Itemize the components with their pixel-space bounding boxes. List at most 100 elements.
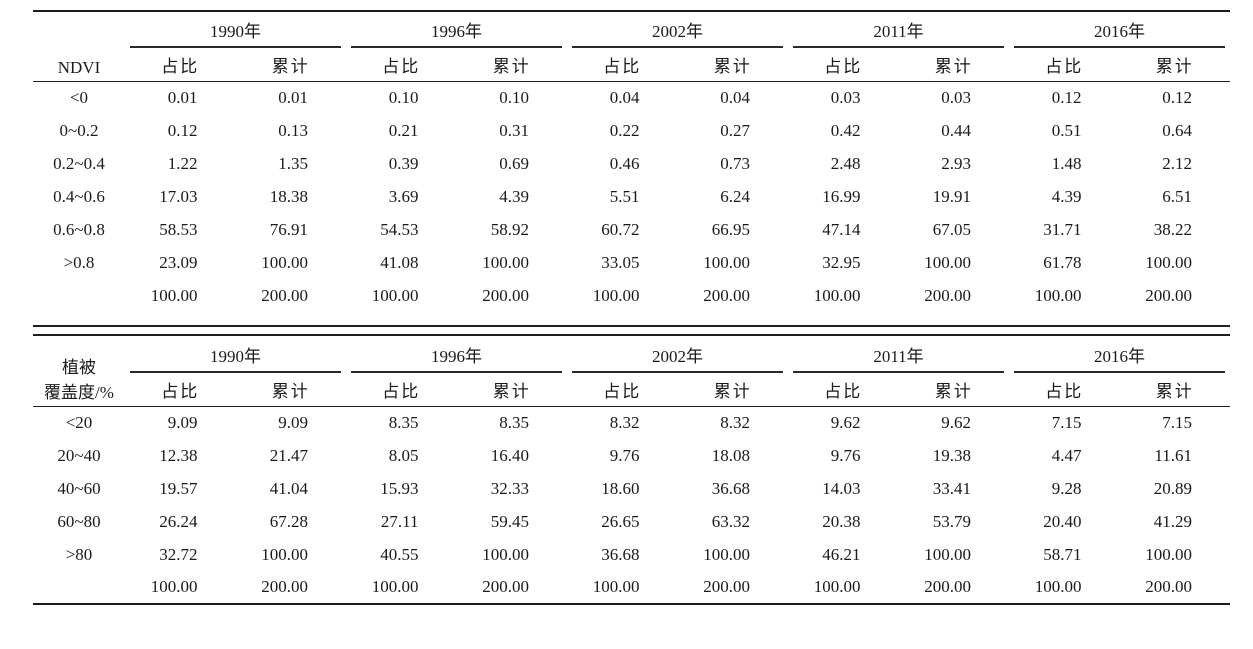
value-cell: 200.00 [924,577,971,596]
category-cell: 0~0.2 [59,120,99,140]
value-cell: 31.71 [1043,219,1082,239]
table-corner-label: 植被 覆盖度/% [33,336,125,407]
year-header-cell: 1990年 [125,336,346,373]
year-label: 2011年 [793,17,1004,48]
sub-header-cell: 累计 [898,373,1009,407]
year-header-cell: 2011年 [788,336,1009,373]
year-header-cell: 1996年 [346,11,567,48]
value-cell: 66.95 [711,219,750,239]
value-cell: 100.00 [261,252,308,272]
value-cell: 7.15 [1051,412,1082,432]
value-cell: 100.00 [592,285,640,305]
value-cell: 41.04 [269,478,308,498]
value-cell: 200.00 [924,285,971,305]
ndvi-table-header: NDVI 1990年 1996年 2002年 2011年 2016年 占比 累计… [33,11,1230,82]
sub-header-cell: 占比 [1009,373,1120,407]
table-row: 20~40 12.38 21.47 8.05 16.40 9.76 18.08 9.76 19.… [33,439,1230,472]
table-row: >0.8 23.09 100.00 41.08 100.00 33.05 100.00 32.… [33,246,1230,279]
value-cell: 6.24 [720,186,750,206]
year-header-row: NDVI 1990年 1996年 2002年 2011年 2016年 [33,11,1230,82]
value-cell: 8.35 [499,412,529,432]
value-cell: 15.93 [380,478,419,498]
value-cell: 9.76 [830,445,861,465]
value-cell: 7.15 [1162,412,1192,432]
category-cell: 40~60 [57,478,101,498]
sub-header-cell: 累计 [1119,373,1230,407]
value-cell: 9.09 [278,412,308,432]
value-cell: 0.27 [720,120,750,140]
category-cell: 0.2~0.4 [53,153,105,173]
value-cell: 32.95 [822,252,861,272]
value-cell: 0.12 [1051,87,1082,107]
value-cell: 0.10 [388,87,419,107]
ndvi-table: NDVI 1990年 1996年 2002年 2011年 2016年 占比 累计… [33,10,1230,312]
value-cell: 0.39 [388,153,419,173]
year-header-cell: 2011年 [788,11,1009,48]
table-row: >80 32.72 100.00 40.55 100.00 36.68 100.00 46.2… [33,538,1230,571]
value-cell: 54.53 [380,219,419,239]
year-label: 1996年 [351,17,562,48]
sub-header-cell: 占比 [346,48,457,82]
value-cell: 200.00 [1145,285,1192,305]
value-cell: 20.89 [1153,478,1192,498]
value-cell: 100.00 [371,577,419,596]
value-cell: 20.40 [1043,511,1082,531]
value-cell: 100.00 [1145,252,1192,272]
sub-header-row: 占比 累计 占比 累计 占比 累计 占比 累计 占比 累计 [33,373,1230,407]
sub-header-cell: 占比 [346,373,457,407]
value-cell: 5.51 [609,186,640,206]
value-cell: 0.44 [941,120,971,140]
value-cell: 58.92 [490,219,529,239]
year-header-cell: 2016年 [1009,11,1230,48]
year-header-cell: 1990年 [125,11,346,48]
value-cell: 16.99 [822,186,861,206]
value-cell: 100.00 [1034,285,1082,305]
value-cell: 200.00 [1145,577,1192,596]
value-cell: 8.05 [388,445,419,465]
value-cell: 33.41 [932,478,971,498]
year-header-row: 植被 覆盖度/% 1990年 1996年 2002年 2011年 2016年 [33,336,1230,407]
value-cell: 200.00 [482,285,529,305]
value-cell: 0.04 [609,87,640,107]
value-cell: 21.47 [269,445,308,465]
sub-header-cell: 占比 [567,48,678,82]
value-cell: 0.01 [167,87,198,107]
value-cell: 100.00 [813,285,861,305]
sub-header-cell: 占比 [125,373,236,407]
value-cell: 100.00 [482,544,529,564]
value-cell: 0.04 [720,87,750,107]
value-cell: 0.42 [830,120,861,140]
value-cell: 18.60 [601,478,640,498]
value-cell: 9.62 [830,412,861,432]
value-cell: 4.47 [1051,445,1082,465]
value-cell: 0.64 [1162,120,1192,140]
value-cell: 0.69 [499,153,529,173]
year-label: 2002年 [572,342,783,373]
value-cell: 2.12 [1162,153,1192,173]
value-cell: 100.00 [813,577,861,596]
year-label: 1996年 [351,342,562,373]
sub-header-row: 占比 累计 占比 累计 占比 累计 占比 累计 占比 累计 [33,48,1230,82]
value-cell: 11.61 [1154,445,1192,465]
value-cell: 38.22 [1153,219,1192,239]
year-label: 2002年 [572,17,783,48]
value-cell: 100.00 [924,252,971,272]
value-cell: 58.53 [159,219,198,239]
value-cell: 4.39 [1051,186,1082,206]
value-cell: 3.69 [388,186,419,206]
value-cell: 8.32 [720,412,750,432]
category-cell: >0.8 [63,252,95,272]
value-cell: 67.05 [932,219,971,239]
category-cell: <0 [69,87,89,107]
value-cell: 0.46 [609,153,640,173]
value-cell: 0.01 [278,87,308,107]
value-cell: 0.03 [830,87,861,107]
sub-header-cell: 占比 [1009,48,1120,82]
value-cell: 100.00 [261,544,308,564]
value-cell: 0.10 [499,87,529,107]
value-cell: 18.38 [269,186,308,206]
year-label: 2016年 [1014,17,1225,48]
value-cell: 36.68 [601,544,640,564]
value-cell: 0.31 [499,120,529,140]
sub-header-cell: 累计 [235,48,346,82]
